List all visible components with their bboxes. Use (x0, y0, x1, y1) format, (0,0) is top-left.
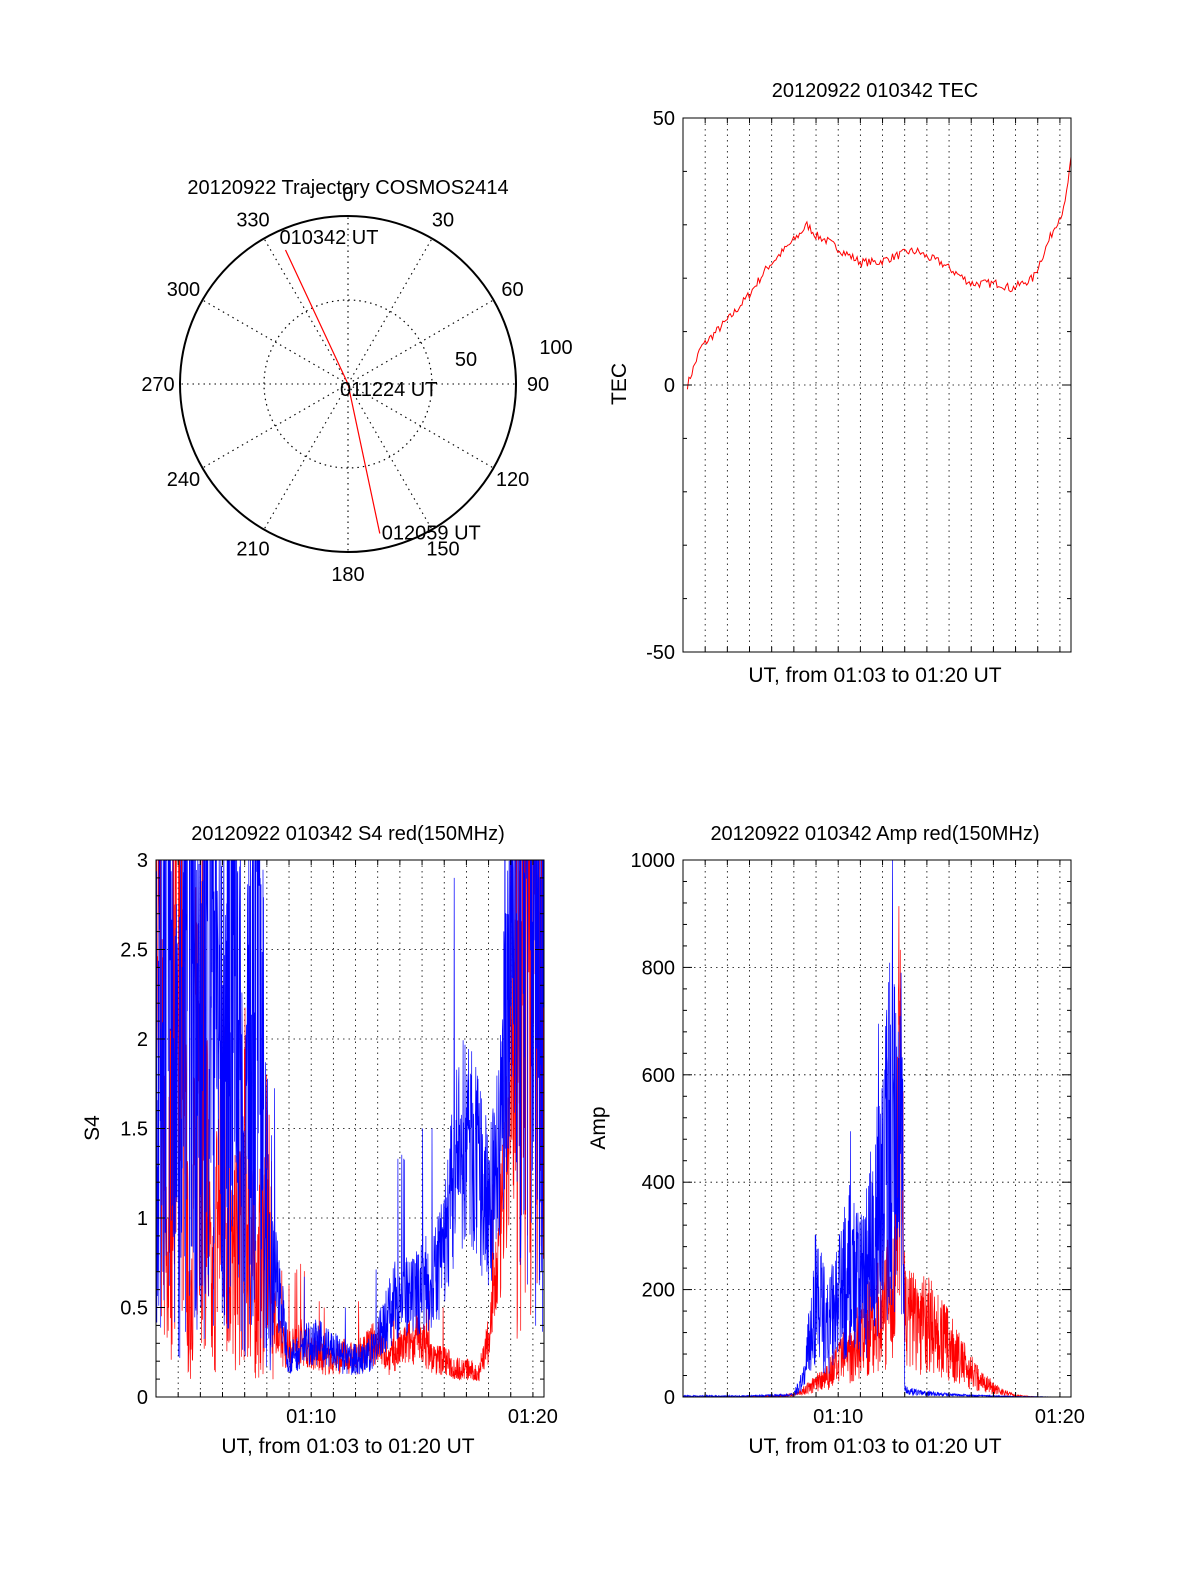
azimuth-label: 60 (501, 279, 523, 301)
amp-ylabel: Amp (587, 1106, 610, 1149)
y-tick-label: -50 (646, 642, 675, 664)
ring-label-outer: 100 (539, 337, 572, 359)
y-tick-label: 2 (137, 1029, 148, 1051)
polar-spoke (347, 383, 433, 530)
y-tick-label: 1 (137, 1208, 148, 1230)
y-tick-label: 0 (664, 375, 675, 397)
trajectory-time-label: 012059 UT (382, 523, 481, 545)
tec-panel: 20120922 010342 TEC UT, from 01:03 to 01… (608, 80, 1072, 687)
s4-panel: 20120922 010342 S4 red(150MHz) UT, from … (81, 823, 558, 1458)
polar-spoke (263, 383, 349, 530)
polar-spoke (202, 383, 349, 469)
s4-title: 20120922 010342 S4 red(150MHz) (191, 823, 505, 845)
trajectory-time-label: 011224 UT (340, 379, 437, 401)
series-line-blue (683, 860, 1071, 1397)
y-tick-label: 3 (137, 850, 148, 872)
polar-spoke (202, 299, 349, 385)
polar-spoke (347, 299, 494, 385)
polar-trajectory-panel: 20120922 Trajectory COSMOS2414 0 30 60 90 12… (141, 177, 572, 586)
polar-spoke (347, 238, 433, 385)
tec-ylabel: TEC (608, 363, 631, 405)
y-tick-label: 0 (137, 1387, 148, 1409)
series-line-blue (156, 860, 544, 1375)
series-group (683, 860, 1071, 1397)
azimuth-label: 240 (167, 469, 200, 491)
azimuth-label: 90 (527, 374, 549, 396)
y-tick-label: 1.5 (120, 1119, 148, 1141)
ring-label-inner: 50 (455, 349, 477, 371)
x-tick-label: 01:20 (1035, 1406, 1085, 1428)
y-tick-label: 2.5 (120, 940, 148, 962)
azimuth-label: 180 (331, 564, 364, 586)
x-tick-label: 01:20 (508, 1406, 558, 1428)
tec-xlabel: UT, from 01:03 to 01:20 UT (748, 664, 1001, 687)
plot-frame (682, 859, 1072, 1398)
azimuth-label: 0 (342, 184, 353, 206)
azimuth-label: 300 (167, 279, 200, 301)
polar-spoke (347, 383, 494, 469)
s4-xlabel: UT, from 01:03 to 01:20 UT (221, 1435, 474, 1458)
azimuth-label: 210 (236, 539, 269, 561)
y-tick-label: 1000 (631, 850, 676, 872)
tec-title: 20120922 010342 TEC (772, 80, 978, 102)
y-tick-label: 0.5 (120, 1298, 148, 1320)
y-tick-label: 0 (664, 1387, 675, 1409)
y-tick-label: 800 (642, 957, 675, 979)
azimuth-label: 270 (141, 374, 174, 396)
y-tick-label: 50 (653, 108, 675, 130)
x-tick-label: 01:10 (286, 1406, 336, 1428)
s4-ylabel: S4 (81, 1115, 104, 1141)
trajectory-time-label: 010342 UT (280, 227, 379, 249)
amp-xlabel: UT, from 01:03 to 01:20 UT (748, 1435, 1001, 1458)
azimuth-label: 30 (432, 209, 454, 231)
trajectory-line (284, 249, 381, 534)
y-tick-label: 200 (642, 1280, 675, 1302)
x-tick-label: 01:10 (813, 1406, 863, 1428)
amp-title: 20120922 010342 Amp red(150MHz) (710, 823, 1039, 845)
polar-outer-ring (179, 215, 517, 553)
series-line-red (156, 860, 544, 1382)
polar-title: 20120922 Trajectory COSMOS2414 (187, 177, 508, 199)
azimuth-label: 150 (426, 539, 459, 561)
series-line-red (686, 156, 1071, 390)
y-tick-label: 400 (642, 1172, 675, 1194)
y-tick-label: 600 (642, 1065, 675, 1087)
series-group (686, 156, 1071, 390)
polar-spoke (263, 238, 349, 385)
series-group (156, 860, 544, 1382)
amp-panel: 20120922 010342 Amp red(150MHz) UT, from… (587, 823, 1085, 1458)
azimuth-label: 120 (496, 469, 529, 491)
azimuth-label: 330 (236, 209, 269, 231)
